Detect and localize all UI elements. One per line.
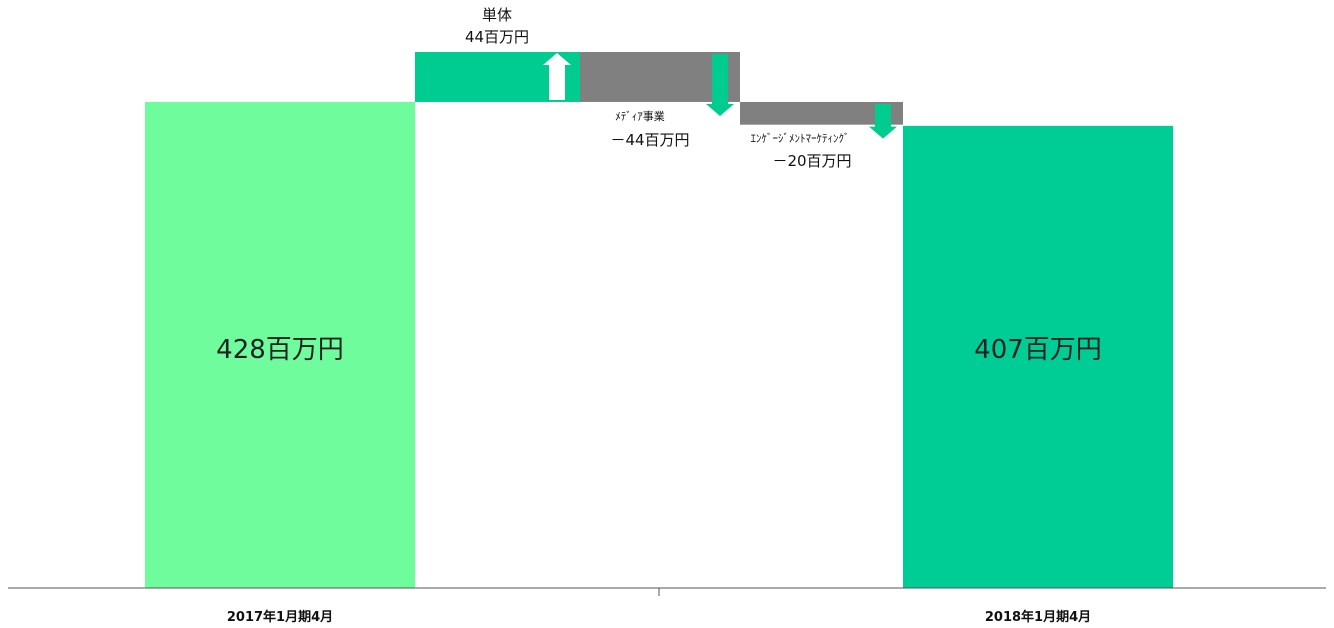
- delta-bar-3: [740, 101, 903, 125]
- step1-value-label: 44百万円: [465, 28, 529, 46]
- end-total-bar: [903, 125, 1173, 588]
- step2-name: ﾒﾃﾞｨｱ事業: [615, 110, 665, 123]
- step3-value-label: －20百万円: [772, 152, 851, 170]
- x-tick-label-2018: 2018年1月期4月: [985, 609, 1091, 625]
- start-bar-label: 428百万円: [216, 335, 344, 365]
- down-arrow-icon: [869, 103, 897, 139]
- up-arrow-icon: [543, 53, 571, 100]
- step3-name: ｴﾝｹﾞｰｼﾞﾒﾝﾄﾏｰｹﾃｨﾝｸﾞ: [751, 132, 850, 145]
- step1-name: 単体: [482, 6, 512, 24]
- x-tick-label-2017: 2017年1月期4月: [227, 609, 333, 625]
- arrows-layer: [543, 53, 897, 139]
- start-total-bar: [145, 101, 415, 589]
- down-arrow-icon: [706, 54, 734, 116]
- step2-value-label: －44百万円: [610, 131, 689, 149]
- end-bar-label: 407百万円: [974, 335, 1102, 365]
